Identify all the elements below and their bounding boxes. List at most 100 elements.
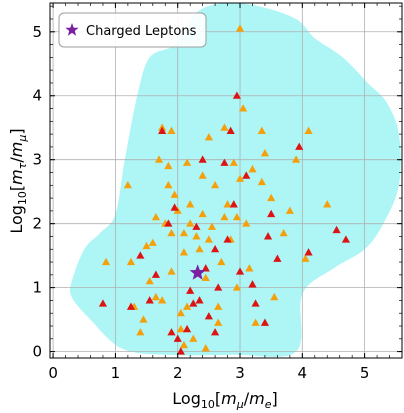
orange-triangle-marker xyxy=(217,257,226,266)
orange-triangle-marker xyxy=(301,254,310,262)
red-triangle-marker xyxy=(136,251,145,259)
orange-triangle-marker xyxy=(220,212,229,221)
red-triangle-marker xyxy=(176,347,185,355)
orange-triangle-marker xyxy=(257,177,266,186)
orange-triangle-marker xyxy=(101,257,111,266)
orange-triangle-marker xyxy=(239,104,248,112)
orange-triangle-marker xyxy=(139,315,148,323)
orange-triangle-marker xyxy=(186,219,195,227)
orange-triangle-marker xyxy=(123,180,132,189)
orange-triangle-marker xyxy=(158,296,167,304)
orange-triangle-marker xyxy=(192,232,201,240)
orange-triangle-marker xyxy=(223,200,232,208)
plot-frame xyxy=(49,2,403,359)
orange-triangle-marker xyxy=(220,123,229,131)
data-points xyxy=(98,24,351,355)
orange-triangle-marker xyxy=(214,302,223,310)
red-triangle-marker xyxy=(198,155,207,163)
red-triangle-marker xyxy=(304,248,313,256)
orange-triangle-marker xyxy=(167,228,176,237)
orange-triangle-marker xyxy=(201,273,210,282)
orange-triangle-marker xyxy=(136,328,145,336)
orange-triangle-marker xyxy=(285,206,294,214)
orange-triangle-marker xyxy=(323,200,332,208)
red-triangle-marker xyxy=(211,328,220,336)
orange-triangle-marker xyxy=(204,133,213,141)
x-axis-label: Log10[mμ/me] xyxy=(172,389,277,411)
orange-triangle-marker xyxy=(198,209,207,218)
orange-triangle-marker xyxy=(170,190,179,198)
y-tick-label: 5 xyxy=(32,23,42,41)
red-triangle-marker xyxy=(145,296,154,304)
orange-triangle-marker xyxy=(186,200,195,208)
red-triangle-marker xyxy=(263,232,273,240)
orange-triangle-marker xyxy=(148,238,157,246)
orange-triangle-marker xyxy=(179,248,189,256)
allowed-region xyxy=(69,3,401,357)
orange-triangle-marker xyxy=(142,241,151,250)
orange-triangle-marker xyxy=(235,24,245,32)
red-triangle-marker xyxy=(182,324,192,333)
x-tick-label: 4 xyxy=(298,364,308,382)
legend: Charged Leptons xyxy=(58,12,207,48)
red-triangle-marker xyxy=(295,142,304,150)
orange-triangle-marker xyxy=(257,126,266,134)
red-triangle-marker xyxy=(192,222,201,230)
red-triangle-marker xyxy=(273,254,282,262)
x-tick-label: 5 xyxy=(360,364,370,382)
tick-labels: 0 1 2 3 4 5 0 1 2 3 4 5 xyxy=(32,23,369,382)
red-triangle-marker xyxy=(186,286,195,294)
red-triangle-marker xyxy=(242,171,251,179)
red-triangle-marker xyxy=(229,200,238,208)
orange-triangle-marker xyxy=(304,126,313,134)
red-triangle-marker xyxy=(211,244,220,253)
orange-triangle-marker xyxy=(232,283,241,291)
y-tick-label: 1 xyxy=(32,279,42,297)
y-tick-label: 0 xyxy=(32,343,42,361)
red-triangle-marker xyxy=(167,328,176,336)
red-triangle-marker xyxy=(332,225,341,234)
x-tick-label: 3 xyxy=(235,364,245,382)
orange-triangle-marker xyxy=(235,174,245,182)
red-triangle-marker xyxy=(151,270,160,278)
legend-star-marker xyxy=(65,23,79,36)
orange-triangle-marker xyxy=(167,267,176,275)
x-tick-label: 2 xyxy=(173,364,183,382)
orange-triangle-marker xyxy=(279,228,288,237)
red-triangle-marker xyxy=(341,235,351,243)
red-triangle-marker xyxy=(189,299,198,307)
charged-leptons-star xyxy=(189,264,206,280)
orange-triangle-marker xyxy=(164,180,173,189)
orange-triangle-marker xyxy=(179,340,189,349)
orange-triangle-marker xyxy=(154,155,164,163)
orange-triangle-marker xyxy=(182,158,192,166)
red-triangle-marker xyxy=(223,235,232,243)
orange-triangle-marker xyxy=(232,212,241,221)
orange-triangle-marker xyxy=(176,308,185,317)
y-tick-label: 3 xyxy=(32,151,42,169)
red-triangle-marker xyxy=(195,296,204,304)
orange-triangle-marker xyxy=(204,235,213,243)
red-triangle-marker xyxy=(170,203,179,211)
orange-triangle-marker xyxy=(151,292,160,301)
orange-triangle-marker xyxy=(211,180,220,189)
orange-triangle-marker xyxy=(179,228,189,237)
red-triangle-marker xyxy=(126,302,136,310)
red-triangle-marker xyxy=(267,209,276,218)
orange-triangle-marker xyxy=(229,158,238,166)
red-triangle-marker xyxy=(232,91,241,99)
red-triangle-marker xyxy=(251,299,260,307)
orange-triangle-marker xyxy=(245,264,254,272)
y-axis-label: Log10[mτ/mμ] xyxy=(7,128,29,233)
orange-triangle-marker xyxy=(251,318,260,326)
orange-triangle-marker xyxy=(270,292,279,301)
red-triangle-marker xyxy=(260,318,270,326)
orange-triangle-marker xyxy=(242,219,251,227)
orange-triangle-marker xyxy=(260,149,270,157)
orange-triangle-marker xyxy=(176,324,185,333)
y-tick-label: 2 xyxy=(32,215,42,233)
red-triangle-marker xyxy=(204,312,213,320)
red-triangle-marker xyxy=(226,126,235,134)
orange-triangle-marker xyxy=(164,161,173,170)
